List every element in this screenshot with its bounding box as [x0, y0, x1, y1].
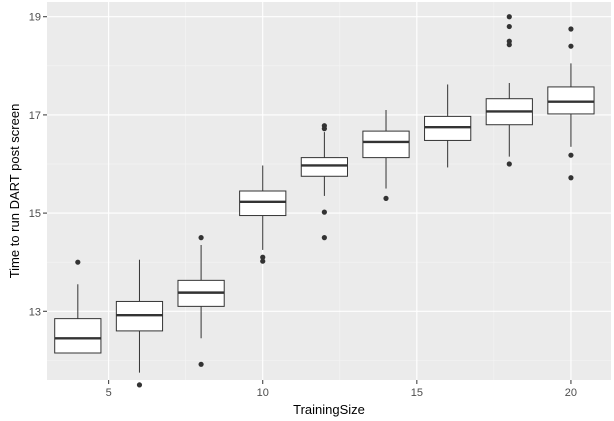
- outlier-point: [322, 210, 327, 215]
- box-body: [55, 319, 101, 353]
- outlier-point: [75, 260, 80, 265]
- y-axis: 13 15 17 19: [29, 12, 47, 319]
- y-axis-title: Time to run DART post screen: [7, 104, 22, 279]
- outlier-point: [568, 44, 573, 49]
- y-tick-label: 17: [29, 110, 41, 122]
- y-tick-label: 15: [29, 208, 41, 220]
- box-body: [301, 158, 347, 177]
- box-body: [240, 191, 286, 216]
- outlier-point: [198, 235, 203, 240]
- box-body: [548, 87, 594, 114]
- outlier-point: [507, 14, 512, 19]
- outlier-point: [568, 175, 573, 180]
- x-tick-label: 20: [565, 387, 577, 399]
- box-body: [425, 116, 471, 140]
- box-body: [363, 131, 409, 158]
- outlier-point: [198, 362, 203, 367]
- outlier-point: [568, 26, 573, 31]
- x-axis: 5 10 15 20: [106, 380, 577, 399]
- outlier-point: [507, 161, 512, 166]
- outlier-point: [507, 42, 512, 47]
- x-axis-title: TrainingSize: [293, 402, 365, 417]
- y-tick-label: 19: [29, 12, 41, 24]
- outlier-point: [322, 126, 327, 131]
- x-tick-label: 10: [257, 387, 269, 399]
- x-tick-label: 15: [411, 387, 423, 399]
- y-tick-label: 13: [29, 306, 41, 318]
- outlier-point: [322, 235, 327, 240]
- outlier-point: [568, 153, 573, 158]
- outlier-point: [383, 196, 388, 201]
- outlier-point: [507, 24, 512, 29]
- outlier-point: [137, 382, 142, 387]
- x-tick-label: 5: [106, 387, 112, 399]
- outlier-point: [260, 259, 265, 264]
